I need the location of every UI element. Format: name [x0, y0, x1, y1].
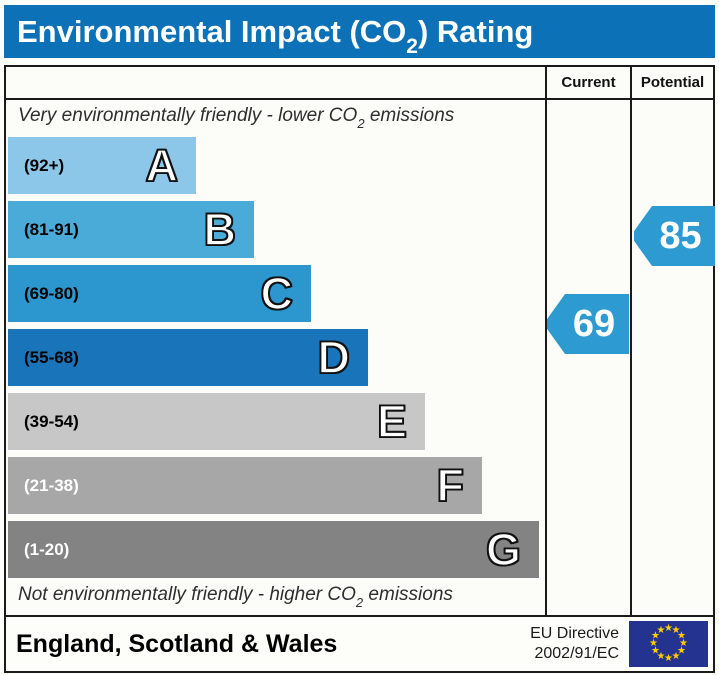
band-row-b: (81-91) B [8, 201, 254, 258]
eu-flag-icon: ★ ★ ★ ★ ★ ★ ★ ★ ★ ★ ★ ★ [629, 621, 708, 667]
band-range-b: (81-91) [24, 219, 79, 239]
eu-directive-label: EU Directive 2002/91/EC [530, 625, 619, 662]
band-letter-b: B [203, 203, 237, 256]
column-header-potential: Potential [640, 74, 705, 91]
header-divider [6, 98, 713, 100]
band-letter-a: A [145, 139, 179, 192]
band-row-d: (55-68) D [8, 329, 368, 386]
band-row-f: (21-38) F [8, 457, 482, 514]
chart-title: Environmental Impact (CO2) Rating [17, 13, 534, 58]
band-range-e: (39-54) [24, 411, 79, 431]
band-range-d: (55-68) [24, 347, 79, 367]
band-letter-g: G [485, 523, 522, 576]
band-range-a: (92+) [24, 155, 65, 175]
band-letter-e: E [376, 395, 408, 448]
band-letter-c: C [260, 267, 294, 320]
potential-rating-arrow: 85 [634, 206, 715, 266]
band-row-e: (39-54) E [8, 393, 425, 450]
current-rating-arrow: 69 [547, 294, 629, 354]
band-row-a: (92+) A [8, 137, 196, 194]
band-range-c: (69-80) [24, 283, 79, 303]
column-header-current: Current [561, 74, 616, 91]
column-divider-left [545, 67, 547, 615]
band-letter-d: D [317, 331, 351, 384]
chart-title-bar: Environmental Impact (CO2) Rating [4, 5, 715, 58]
rating-table: Current Potential Very environmentally f… [4, 65, 715, 617]
band-row-c: (69-80) C [8, 265, 311, 322]
footer-bar: England, Scotland & Wales EU Directive 2… [4, 615, 715, 673]
band-range-g: (1-20) [24, 539, 70, 559]
bottom-caption: Not environmentally friendly - higher CO… [18, 584, 453, 610]
region-label: England, Scotland & Wales [16, 630, 338, 658]
column-divider-right [630, 67, 632, 615]
band-range-f: (21-38) [24, 475, 79, 495]
top-caption: Very environmentally friendly - lower CO… [18, 105, 455, 131]
band-row-g: (1-20) G [8, 521, 539, 578]
band-letter-f: F [436, 459, 465, 512]
